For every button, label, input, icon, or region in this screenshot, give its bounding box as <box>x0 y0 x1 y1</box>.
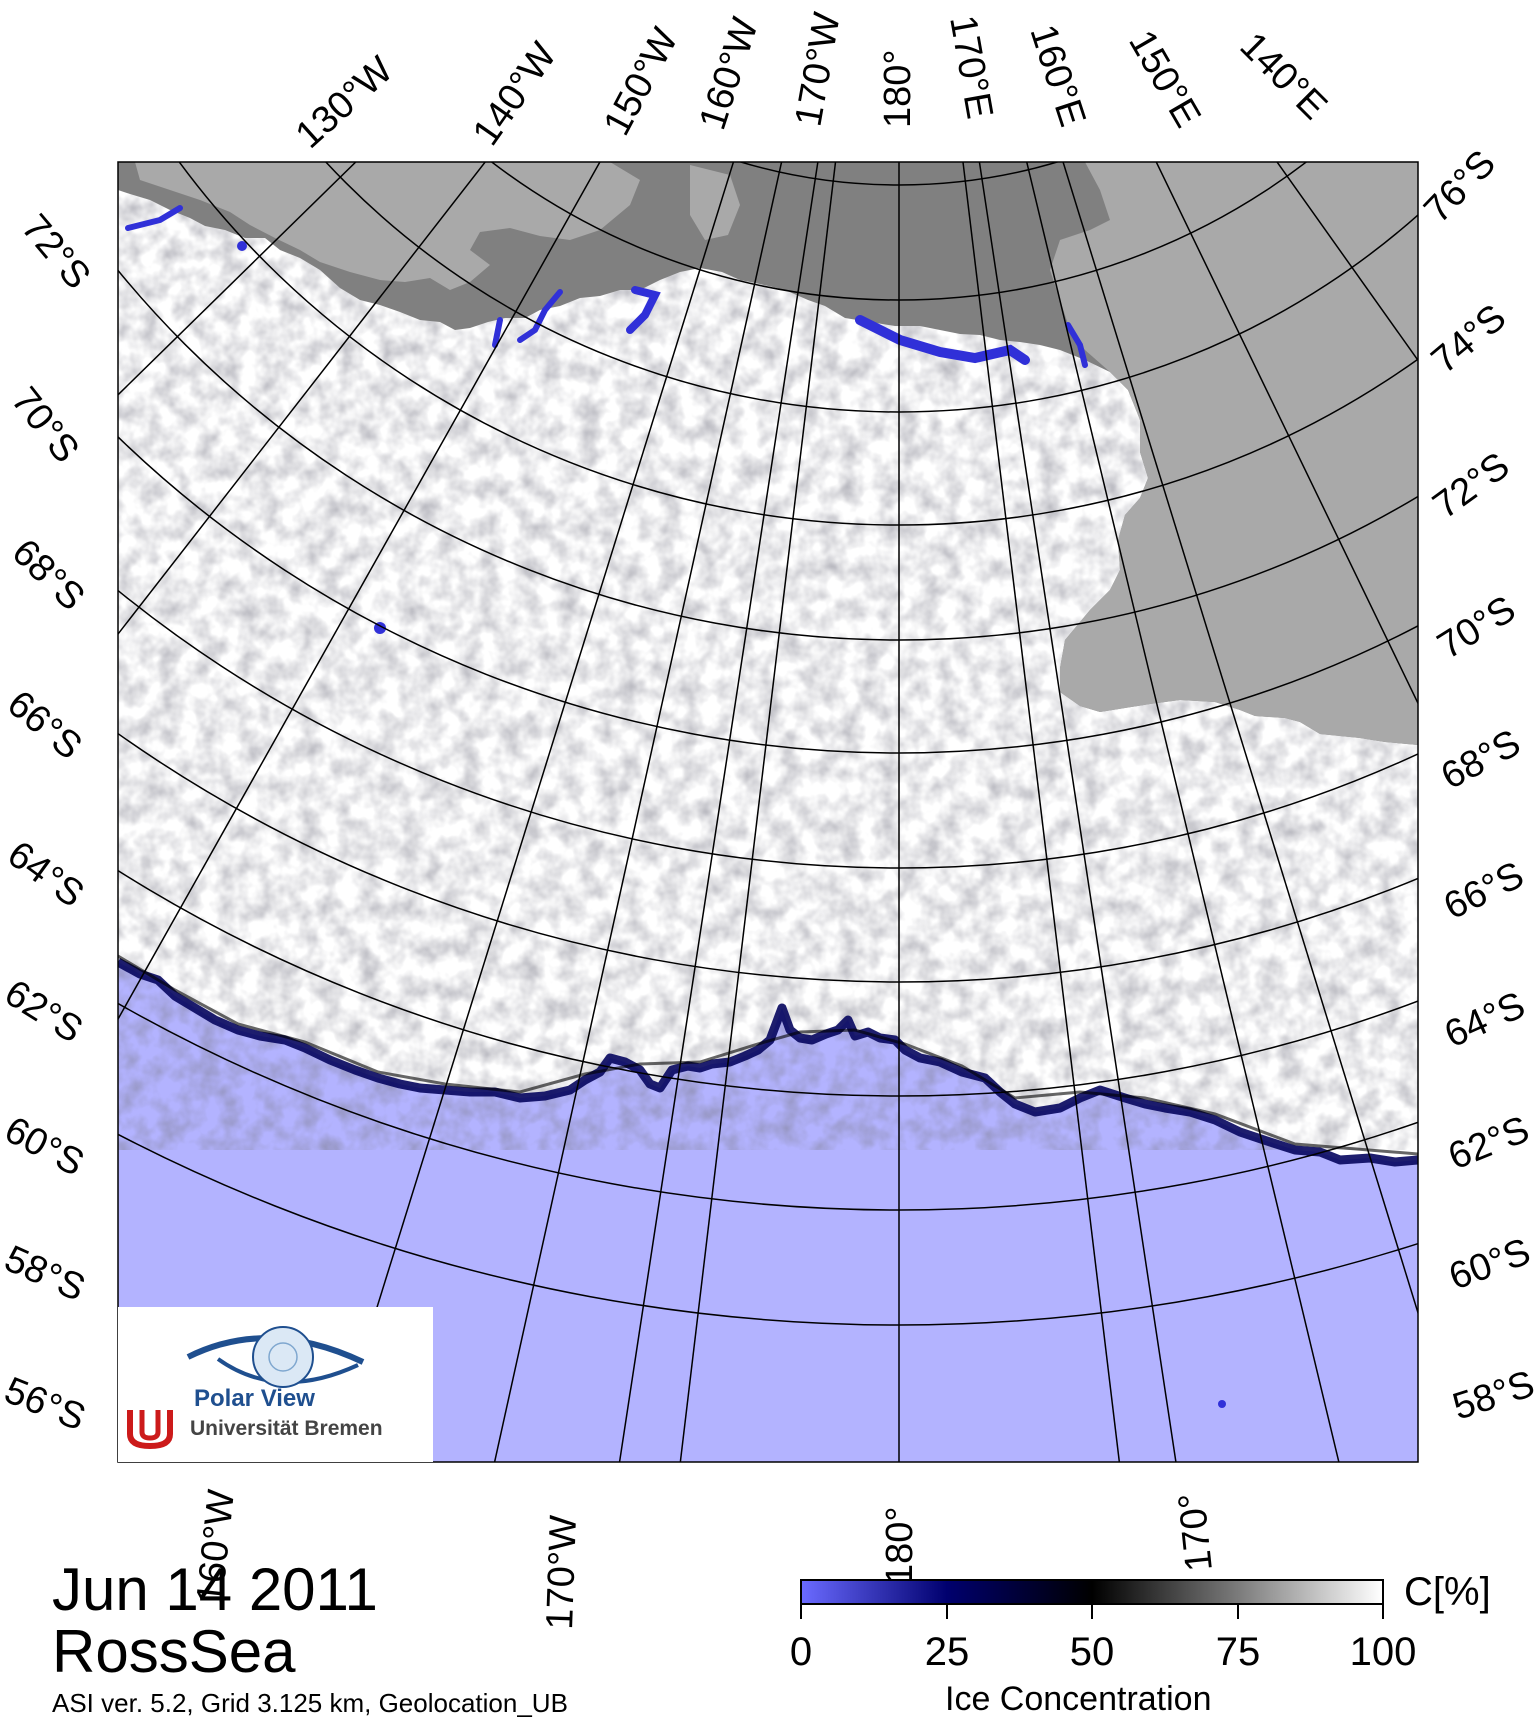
lat-label-left-56s: 56°S <box>0 1369 91 1439</box>
lat-label-right-72s: 72°S <box>1426 445 1518 528</box>
lon-label-140e: 140°E <box>1232 25 1335 128</box>
lon-label-170w: 170°W <box>788 9 849 129</box>
lon-label-bottom-180: 180° <box>879 1506 921 1585</box>
colorbar-tickmark <box>1237 1605 1239 1619</box>
map-region: RossSea <box>52 1618 296 1685</box>
antarctic-land-light <box>1050 162 1418 745</box>
lat-label-right-64s: 64°S <box>1439 984 1532 1056</box>
lat-label-right-74s: 74°S <box>1424 296 1514 381</box>
lon-label-130w: 130°W <box>288 49 401 157</box>
lat-label-left-66s: 66°S <box>0 683 90 768</box>
colorbar-title: Ice Concentration <box>945 1680 1212 1718</box>
ice-shelf-front <box>855 315 1030 365</box>
colorbar-tickmark <box>946 1605 948 1619</box>
lat-label-right-60s: 60°S <box>1444 1231 1536 1299</box>
lat-label-left-72s: 72°S <box>13 207 98 297</box>
lon-label-bottom-170w: 170°W <box>539 1514 585 1630</box>
map-frame <box>117 161 1419 1463</box>
university-seal-icon <box>124 1406 178 1450</box>
colorbar-tick-25: 25 <box>924 1630 970 1674</box>
lon-label-180: 180° <box>877 49 919 128</box>
processing-info: ASI ver. 5.2, Grid 3.125 km, Geolocation… <box>52 1688 568 1718</box>
lat-label-right-66s: 66°S <box>1438 854 1531 928</box>
colorbar-tick-0: 0 <box>789 1630 813 1674</box>
logo-institution: Universität Bremen <box>190 1417 383 1440</box>
eye-icon <box>186 1326 365 1388</box>
lat-label-right-58s: 58°S <box>1448 1363 1539 1429</box>
lon-label-bottom-170: 170° <box>1171 1491 1221 1574</box>
lat-label-right-70s: 70°S <box>1431 588 1523 668</box>
lat-label-left-64s: 64°S <box>0 833 91 916</box>
lat-label-left-60s: 60°S <box>0 1109 91 1185</box>
top-longitude-labels: 130°W 140°W 150°W 160°W 170°W 180° 170°E… <box>288 9 1335 156</box>
colorbar-tickmark <box>1382 1605 1384 1619</box>
colorbar-tickmark <box>1091 1605 1093 1619</box>
polar-view-logo: Polar View Universität Bremen <box>118 1307 433 1462</box>
lon-label-140w: 140°W <box>465 35 565 153</box>
lon-label-150w: 150°W <box>596 21 687 142</box>
lat-label-right-76s: 76°S <box>1416 143 1504 232</box>
colorbar-tick-75: 75 <box>1215 1630 1261 1674</box>
map-date: Jun 14 2011 <box>52 1556 378 1623</box>
ice-concentration-colorbar <box>800 1579 1384 1605</box>
lon-label-160e: 160°E <box>1021 20 1093 132</box>
logo-name: Polar View <box>194 1385 315 1412</box>
lon-label-150e: 150°E <box>1120 24 1208 135</box>
colorbar-tick-50: 50 <box>1069 1630 1115 1674</box>
colorbar-unit: C[%] <box>1404 1570 1491 1614</box>
lat-label-left-62s: 62°S <box>0 972 90 1052</box>
lat-label-left-68s: 68°S <box>4 531 93 619</box>
lat-label-right-68s: 68°S <box>1435 722 1528 798</box>
right-latitude-labels: 76°S 74°S 72°S 70°S 68°S 66°S 64°S 62°S … <box>1416 143 1539 1429</box>
lat-label-right-62s: 62°S <box>1443 1108 1536 1178</box>
left-latitude-labels: 72°S 70°S 68°S 66°S 64°S 62°S 60°S 58°S … <box>0 207 99 1440</box>
colorbar-tick-100: 100 <box>1349 1630 1417 1674</box>
colorbar-tickmark <box>800 1605 802 1619</box>
bottom-longitude-labels: 160°W 170°W 180° 170° <box>189 1488 1221 1631</box>
lat-label-left-58s: 58°S <box>0 1238 91 1310</box>
lon-label-160w: 160°W <box>692 13 767 135</box>
lon-label-170e: 170°E <box>941 12 1000 122</box>
lat-label-left-70s: 70°S <box>3 380 87 471</box>
